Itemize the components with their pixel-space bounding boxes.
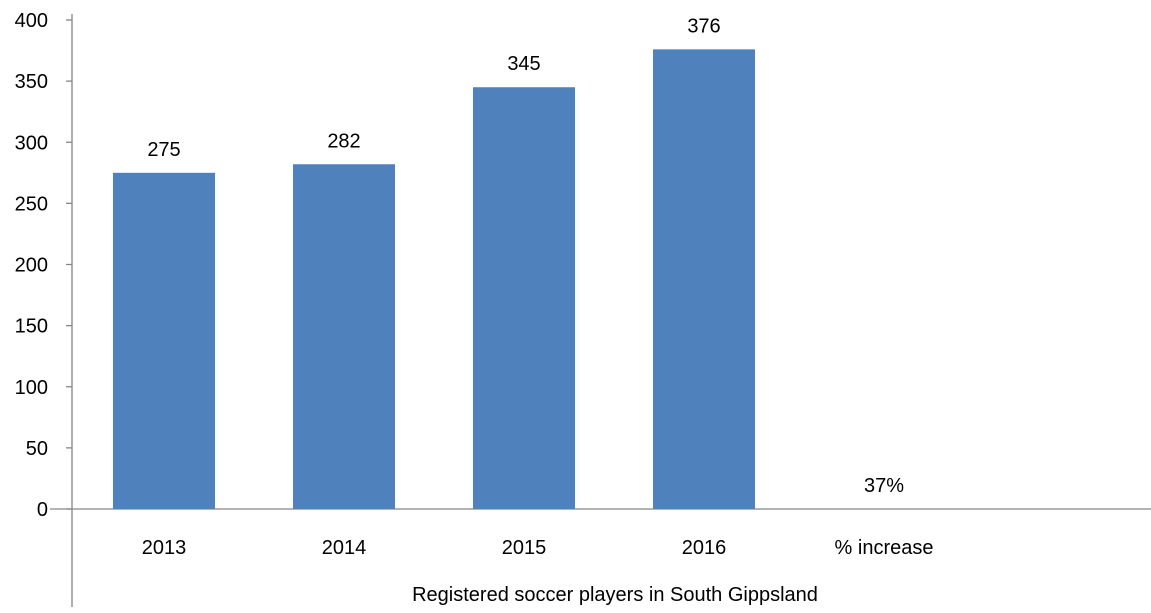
bar [473,87,575,510]
x-tick-label: 2013 [142,537,187,559]
data-label: 275 [147,139,180,161]
x-tick-label: 2016 [682,537,727,559]
y-tick-label: 150 [15,316,48,338]
bar [653,49,755,510]
y-tick-label: 400 [15,10,48,32]
data-label: 376 [687,15,720,37]
x-axis-title: Registered soccer players in South Gipps… [412,584,818,606]
x-tick-label: 2014 [322,537,367,559]
bar [293,164,395,509]
data-label: 37% [864,475,904,497]
bar [113,172,215,509]
y-tick-label: 0 [37,499,48,521]
data-labels: 275 282 345 376 37% [147,15,904,497]
y-tick-label: 250 [15,193,48,215]
y-tick-label: 350 [15,71,48,93]
data-label: 282 [327,130,360,152]
x-tick-label: 2015 [502,537,547,559]
x-axis: 2013 2014 2015 2016 % increase [50,508,1151,559]
y-axis: 0 50 100 150 200 250 300 350 400 [15,10,73,607]
y-tick-label: 200 [15,255,48,277]
y-tick-label: 100 [15,377,48,399]
y-tick-label: 300 [15,132,48,154]
y-tick-label: 50 [26,438,48,460]
bars [113,49,755,510]
x-tick-label: % increase [835,537,934,559]
data-label: 345 [507,53,540,75]
